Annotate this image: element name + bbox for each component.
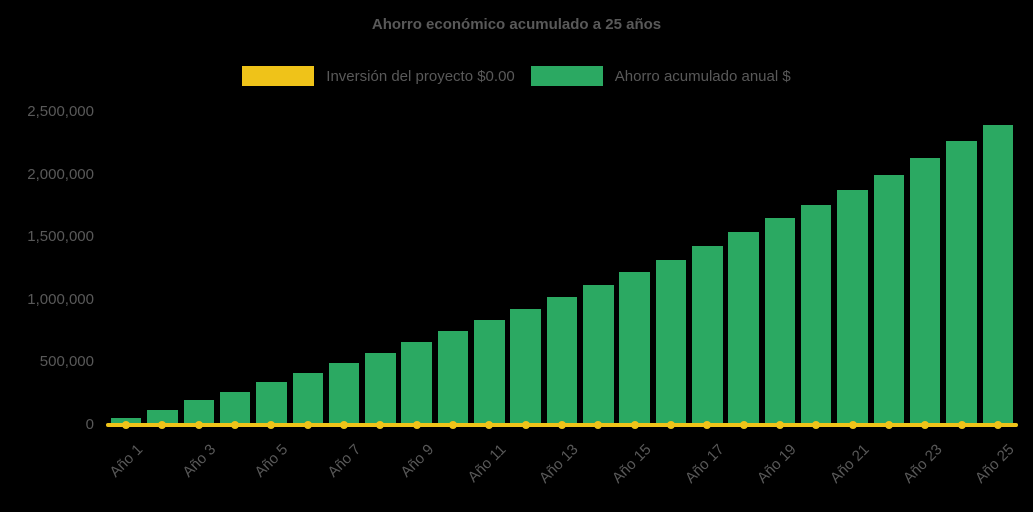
bar-año-7	[328, 363, 360, 425]
investment-marker	[122, 421, 131, 429]
bar-año-15	[619, 272, 650, 425]
bar-año-25	[982, 124, 1014, 425]
investment-marker	[558, 421, 566, 429]
investment-marker	[703, 421, 712, 429]
bar-año-4	[219, 391, 251, 425]
bar-año-23	[909, 158, 941, 425]
legend-item-savings[interactable]: Ahorro acumulado anual $	[530, 66, 791, 86]
x-axis-label: Año 13	[536, 441, 583, 487]
investment-marker	[594, 421, 603, 429]
bar-año-21	[837, 190, 868, 425]
bar-año-3	[183, 399, 215, 425]
y-axis-label: 2,000,000	[27, 165, 94, 183]
x-axis-label: Año 15	[609, 441, 655, 487]
bar-año-12	[510, 308, 541, 425]
investment-marker	[775, 421, 784, 429]
x-axis-label: Año 25	[972, 441, 1018, 487]
investment-marker	[340, 421, 349, 429]
x-axis-label: Año 3	[179, 441, 219, 481]
y-axis-label: 500,000	[39, 353, 94, 371]
x-axis-label: Año 11	[464, 441, 510, 486]
legend-item-investment[interactable]: Inversión del proyecto $0.00	[242, 66, 515, 86]
y-axis-label: 0	[85, 416, 94, 433]
x-axis-label: Año 1	[106, 441, 147, 481]
bar-año-19	[764, 217, 796, 425]
investment-marker	[993, 421, 1002, 429]
bar-año-13	[546, 297, 578, 425]
bar-año-11	[474, 319, 505, 425]
bar-año-2	[147, 409, 178, 425]
bar-año-9	[401, 342, 432, 425]
investment-marker	[921, 421, 930, 429]
investment-marker	[521, 421, 530, 429]
x-axis-label: Año 7	[324, 441, 365, 481]
investment-marker	[412, 421, 421, 429]
x-axis-label: Año 9	[397, 441, 437, 481]
investment-marker	[848, 421, 857, 429]
x-axis-label: Año 19	[754, 441, 800, 487]
investment-marker	[485, 421, 494, 429]
investment-marker	[739, 421, 748, 429]
bar-año-24	[946, 140, 977, 425]
investment-marker	[376, 421, 385, 429]
bar-año-18	[728, 232, 759, 425]
investment-swatch	[242, 66, 315, 86]
x-axis-label: Año 17	[681, 441, 728, 487]
bar-año-6	[292, 373, 323, 425]
x-axis-label: Año 21	[826, 441, 873, 487]
investment-marker	[666, 421, 675, 429]
bar-año-22	[873, 174, 905, 425]
bar-año-20	[800, 204, 832, 425]
investment-marker	[630, 421, 639, 429]
bar-año-14	[583, 285, 614, 425]
savings-swatch	[530, 66, 603, 86]
investment-marker	[884, 421, 893, 429]
y-axis-label: 1,500,000	[27, 228, 94, 246]
legend-label-savings: Ahorro acumulado anual $	[614, 67, 791, 85]
investment-marker	[267, 421, 276, 429]
investment-marker	[231, 421, 240, 429]
x-axis-label: Año 5	[251, 441, 292, 481]
investment-marker	[194, 421, 203, 429]
y-axis-label: 1,000,000	[27, 290, 94, 308]
y-axis-label: 2,500,000	[27, 103, 94, 120]
x-axis-label: Año 23	[899, 441, 946, 487]
bar-año-5	[256, 382, 287, 425]
bar-año-8	[365, 353, 396, 425]
chart-title: Ahorro económico acumulado a 25 años	[371, 16, 662, 33]
investment-marker	[812, 421, 821, 429]
legend: Inversión del proyecto $0.00 Ahorro acum…	[0, 66, 1033, 86]
investment-marker	[449, 421, 458, 429]
bar-año-10	[437, 331, 469, 425]
bar-año-17	[692, 245, 723, 425]
investment-marker	[957, 421, 966, 429]
bar-año-16	[655, 259, 687, 425]
investment-marker	[303, 421, 312, 429]
legend-label-investment: Inversión del proyecto $0.00	[326, 67, 515, 85]
investment-marker	[158, 421, 167, 429]
